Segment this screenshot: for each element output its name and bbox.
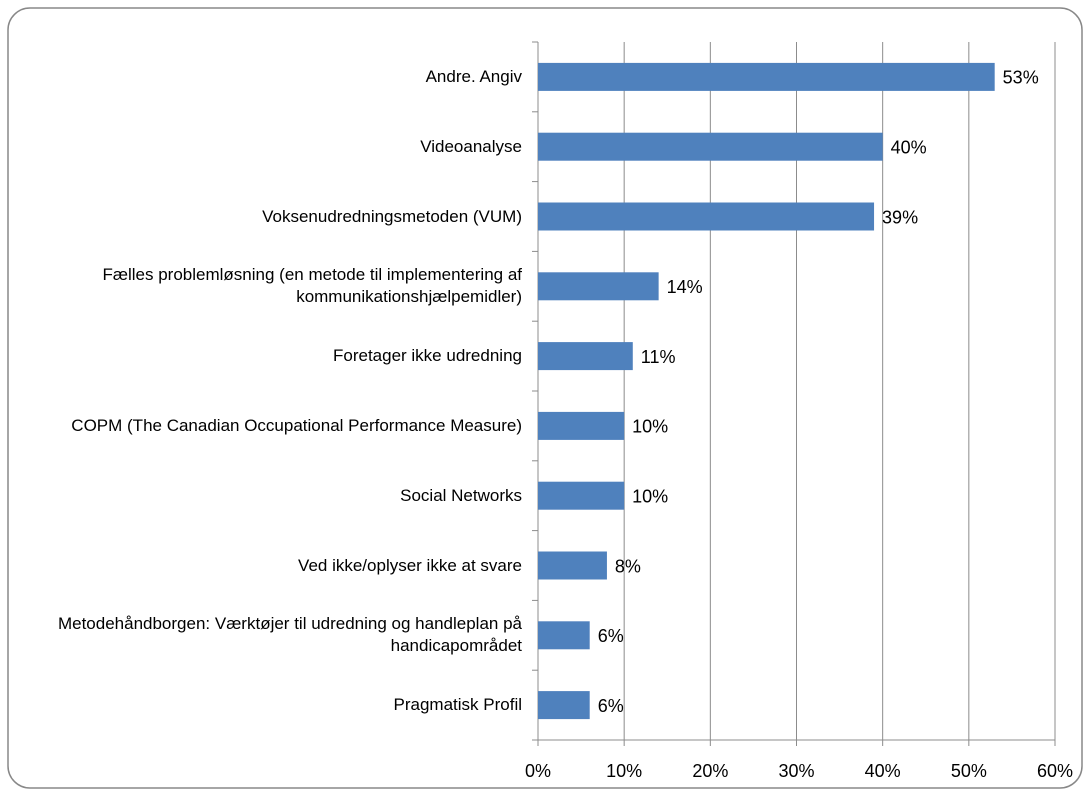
data-label: 53%: [1003, 68, 1039, 88]
bar: [538, 411, 625, 440]
y-tick-label: Andre. Angiv: [425, 66, 522, 86]
data-label: 11%: [641, 347, 676, 367]
x-tick-label: 50%: [951, 761, 987, 781]
bar: [538, 272, 659, 301]
y-tick-label: Social Networks: [400, 485, 522, 505]
bar: [538, 691, 590, 720]
bar: [538, 342, 633, 371]
x-tick-label: 10%: [606, 761, 642, 781]
x-tick-label: 30%: [778, 761, 814, 781]
y-tick-label: Metodehåndborgen: Værktøjer til udrednin…: [57, 614, 522, 656]
y-tick-label: Ved ikke/oplyser ikke at svare: [298, 555, 522, 575]
y-tick-label: COPM (The Canadian Occupational Performa…: [71, 415, 522, 435]
data-label: 14%: [667, 277, 703, 297]
data-label: 39%: [882, 207, 918, 227]
data-label: 10%: [632, 417, 668, 437]
x-tick-label: 20%: [692, 761, 728, 781]
y-tick-label: Fælles problemløsning (en metode til imp…: [102, 265, 522, 307]
bar: [538, 551, 607, 580]
y-tick-label: Foretager ikke udredning: [332, 346, 522, 366]
bar: [538, 621, 590, 650]
x-tick-label: 0%: [525, 761, 551, 781]
bar: [538, 62, 995, 91]
y-tick-label: Voksenudredningsmetoden (VUM): [262, 206, 522, 226]
data-label: 8%: [615, 556, 641, 576]
bar: [538, 132, 883, 161]
chart-border: [7, 7, 1083, 789]
bar: [538, 481, 625, 510]
data-label: 40%: [891, 137, 927, 157]
data-label: 6%: [598, 626, 624, 646]
data-label: 6%: [598, 696, 624, 716]
y-tick-label: Pragmatisk Profil: [393, 695, 522, 715]
x-tick-label: 60%: [1037, 761, 1073, 781]
x-tick-label: 40%: [865, 761, 901, 781]
bar: [538, 202, 875, 231]
y-tick-label: Videoanalyse: [420, 136, 522, 156]
data-label: 10%: [632, 486, 668, 506]
